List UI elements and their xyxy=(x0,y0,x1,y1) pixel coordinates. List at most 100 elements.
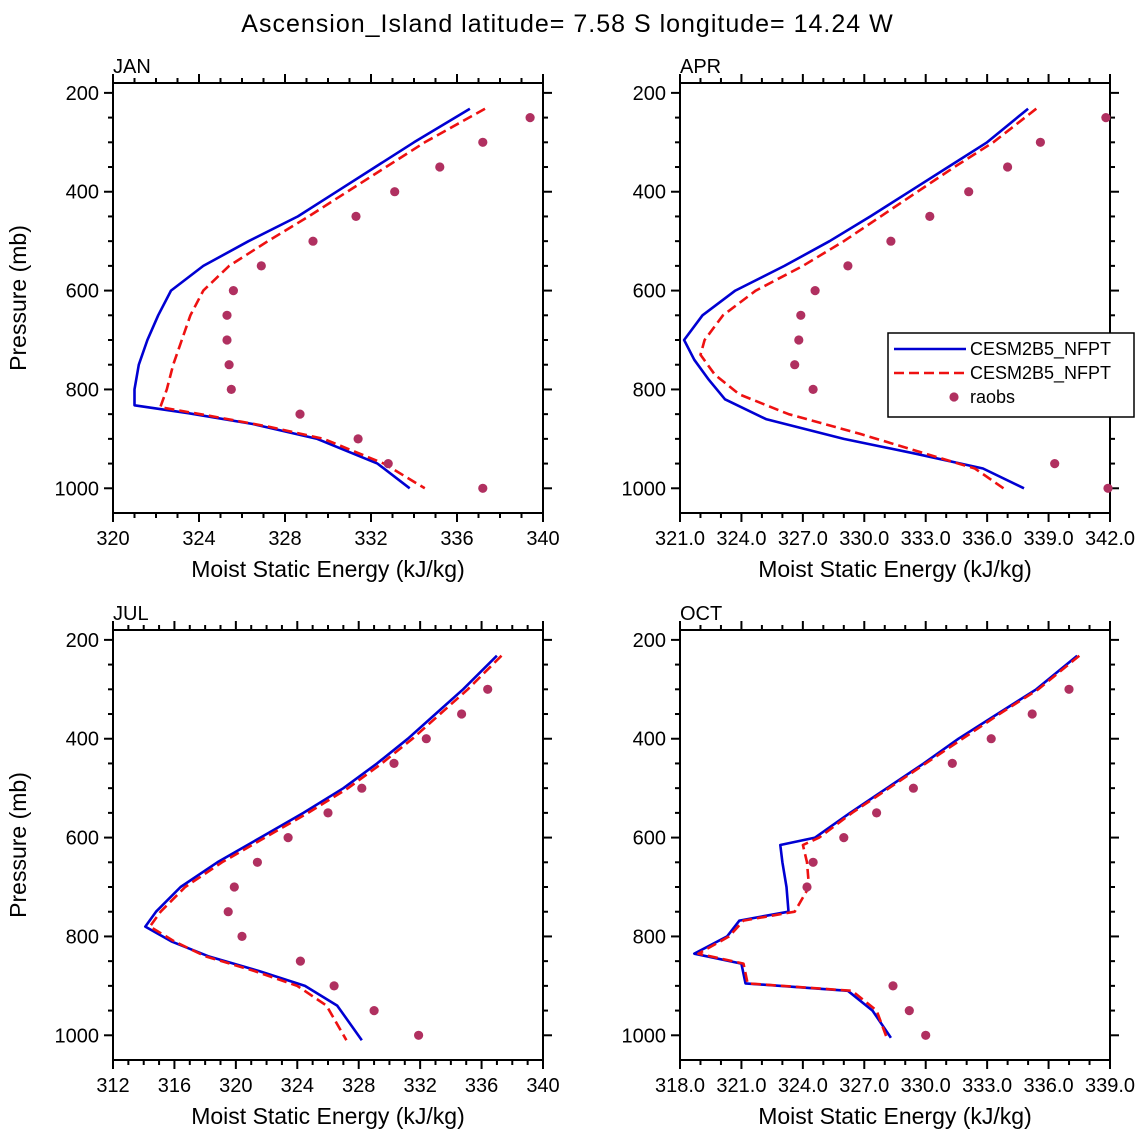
legend-raobs-dot-sample xyxy=(949,392,959,402)
model2-profile-line xyxy=(159,107,486,490)
raobs-dot xyxy=(808,384,818,394)
y-tick-label: 600 xyxy=(66,281,99,303)
raobs-dot xyxy=(323,808,333,818)
y-tick-label: 400 xyxy=(66,729,99,751)
x-axis-title: Moist Static Energy (kJ/kg) xyxy=(191,556,465,582)
y-tick-label: 200 xyxy=(633,630,666,652)
panel-oct-chart: 318.0 321.0 324.0 327.0 330.0 333.0 336.0 339.0… xyxy=(622,603,1135,1129)
model2-profile-line xyxy=(148,654,503,1041)
panel-month-label: JAN xyxy=(113,56,151,78)
raobs-dot xyxy=(478,483,488,493)
y-tick-label: 400 xyxy=(633,729,666,751)
x-tick-label: 336.0 xyxy=(962,528,1012,550)
plot-frame xyxy=(679,82,1111,514)
raobs-dot xyxy=(283,833,293,843)
raobs-dot xyxy=(886,236,896,246)
raobs-dot xyxy=(353,434,363,444)
raobs-dot xyxy=(888,981,898,991)
raobs-dot xyxy=(839,833,849,843)
raobs-dot xyxy=(964,187,974,197)
raobs-dot xyxy=(925,211,935,221)
x-tick-label: 332 xyxy=(403,1075,436,1097)
y-tick-label: 1000 xyxy=(55,1025,100,1047)
raobs-dot xyxy=(226,384,236,394)
model2-profile-line xyxy=(697,654,1081,1039)
panel-month-label: APR xyxy=(680,56,721,78)
raobs-dot xyxy=(389,758,399,768)
raobs-dot xyxy=(1003,162,1013,172)
raobs-dot xyxy=(421,734,431,744)
y-tick-label: 1000 xyxy=(622,1025,667,1047)
x-tick-label: 318.0 xyxy=(655,1075,705,1097)
raobs-dot xyxy=(790,360,800,370)
legend-label: CESM2B5_NFPT xyxy=(970,339,1111,360)
x-tick-label: 333.0 xyxy=(962,1075,1012,1097)
x-axis-title: Moist Static Energy (kJ/kg) xyxy=(758,1103,1032,1129)
model1-profile-line xyxy=(144,654,498,1041)
raobs-dot xyxy=(794,335,804,345)
legend-box xyxy=(887,332,1135,418)
y-axis-title: Pressure (mb) xyxy=(5,772,31,918)
raobs-dot xyxy=(921,1030,931,1040)
raobs-dot xyxy=(414,1030,424,1040)
raobs-dot xyxy=(383,459,393,469)
panel-month-label: JUL xyxy=(113,603,149,625)
y-tick-label: 200 xyxy=(66,630,99,652)
raobs-dot xyxy=(237,931,247,941)
raobs-dot xyxy=(435,162,445,172)
raobs-dot xyxy=(351,211,361,221)
raobs-dot xyxy=(802,882,812,892)
raobs-dot xyxy=(1103,483,1113,493)
x-tick-label: 324.0 xyxy=(778,1075,828,1097)
y-tick-label: 200 xyxy=(66,83,99,105)
y-tick-label: 200 xyxy=(633,83,666,105)
panel-month-label: OCT xyxy=(680,603,722,625)
x-tick-label: 324 xyxy=(281,1075,314,1097)
raobs-dot xyxy=(457,709,467,719)
plot-frame xyxy=(112,82,544,514)
x-tick-label: 336 xyxy=(465,1075,498,1097)
x-tick-label: 336 xyxy=(440,528,473,550)
panel-jan-chart: 320 324 328 332 336 340 200 400 600 800 1000 JAN Moi… xyxy=(5,56,560,582)
x-tick-label: 316 xyxy=(158,1075,191,1097)
raobs-dot xyxy=(986,734,996,744)
raobs-dot xyxy=(843,261,853,271)
raobs-dot xyxy=(810,286,820,296)
x-tick-label: 330.0 xyxy=(901,1075,951,1097)
x-tick-label: 339.0 xyxy=(1085,1075,1135,1097)
raobs-dot xyxy=(222,335,232,345)
y-tick-label: 400 xyxy=(66,182,99,204)
x-tick-label: 321.0 xyxy=(655,528,705,550)
raobs-dot xyxy=(256,261,266,271)
panel-apr-chart: 321.0 324.0 327.0 330.0 333.0 336.0 339.0 342.0… xyxy=(622,56,1135,582)
raobs-dot xyxy=(1035,137,1045,147)
raobs-dot xyxy=(908,783,918,793)
model2-profile-line xyxy=(699,107,1038,490)
raobs-dot xyxy=(1101,113,1111,123)
x-tick-label: 321.0 xyxy=(716,1075,766,1097)
model1-profile-line xyxy=(693,654,1079,1039)
x-tick-label: 332 xyxy=(354,528,387,550)
raobs-dot xyxy=(947,758,957,768)
raobs-dot xyxy=(369,1006,379,1016)
x-tick-label: 312 xyxy=(96,1075,129,1097)
y-tick-label: 800 xyxy=(66,926,99,948)
plot-frame xyxy=(679,629,1111,1061)
raobs-dot xyxy=(252,857,262,867)
x-tick-label: 327.0 xyxy=(778,528,828,550)
x-tick-label: 342.0 xyxy=(1085,528,1135,550)
x-tick-label: 340 xyxy=(526,528,559,550)
model1-profile-line xyxy=(682,107,1029,490)
raobs-dot xyxy=(796,310,806,320)
figure-title: Ascension_Island latitude= 7.58 S longit… xyxy=(241,10,894,38)
legend-label: CESM2B5_NFPT xyxy=(970,363,1111,384)
model1-profile-line xyxy=(133,107,471,490)
raobs-dot xyxy=(483,684,493,694)
raobs-dot xyxy=(228,286,238,296)
raobs-dot xyxy=(390,187,400,197)
raobs-dot xyxy=(295,409,305,419)
x-tick-label: 330.0 xyxy=(839,528,889,550)
y-tick-label: 600 xyxy=(66,828,99,850)
raobs-dot xyxy=(224,360,234,370)
